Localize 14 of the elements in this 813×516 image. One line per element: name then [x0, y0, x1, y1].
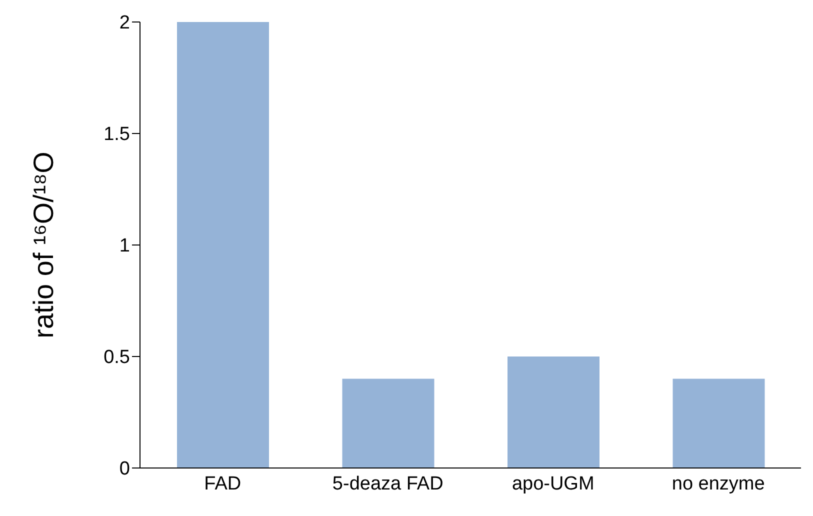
- x-tick-label: FAD: [204, 473, 242, 494]
- bar: [508, 356, 600, 468]
- y-tick-label: 1: [119, 236, 130, 257]
- y-tick-label: 0.5: [104, 347, 130, 368]
- x-tick-label: no enzyme: [672, 473, 765, 494]
- y-tick-label: 2: [119, 12, 130, 34]
- bar: [672, 378, 765, 468]
- y-tick-label: 0: [119, 458, 130, 480]
- y-axis-title: ratio of ¹⁶O/¹⁸O: [28, 152, 59, 338]
- bar: [342, 378, 434, 468]
- bar: [177, 22, 269, 468]
- x-tick-label: 5-deaza FAD: [332, 473, 444, 494]
- y-tick-label: 1.5: [104, 124, 130, 146]
- x-tick-label: apo-UGM: [512, 473, 594, 494]
